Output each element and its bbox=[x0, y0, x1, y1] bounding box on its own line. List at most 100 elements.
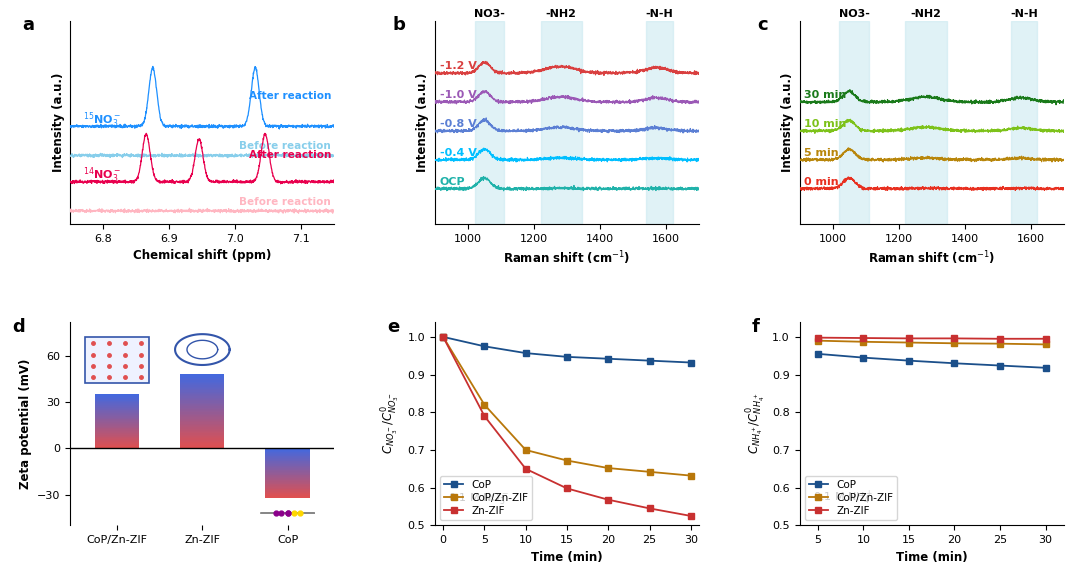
X-axis label: Raman shift (cm$^{-1}$): Raman shift (cm$^{-1}$) bbox=[503, 249, 631, 267]
Bar bbox=[180, 397, 225, 399]
Bar bbox=[180, 389, 225, 390]
Bar bbox=[180, 407, 225, 409]
Bar bbox=[180, 399, 225, 400]
Bar bbox=[95, 434, 139, 435]
Bar bbox=[180, 435, 225, 436]
Bar bbox=[95, 430, 139, 431]
Bar bbox=[180, 379, 225, 380]
Bar bbox=[95, 413, 139, 414]
Bar bbox=[95, 422, 139, 423]
Bar bbox=[95, 409, 139, 410]
Bar bbox=[266, 466, 310, 467]
Bar bbox=[474, 21, 504, 224]
Bar bbox=[266, 480, 310, 481]
Bar bbox=[95, 424, 139, 425]
Bar bbox=[266, 458, 310, 459]
Bar bbox=[266, 459, 310, 460]
Bar bbox=[95, 407, 139, 408]
Bar bbox=[180, 388, 225, 389]
Bar bbox=[95, 429, 139, 430]
Bar bbox=[180, 392, 225, 393]
Bar bbox=[180, 433, 225, 435]
Text: -N-H: -N-H bbox=[646, 8, 673, 19]
Bar bbox=[266, 454, 310, 455]
Bar bbox=[266, 470, 310, 471]
Bar bbox=[180, 387, 225, 388]
Bar bbox=[266, 467, 310, 468]
Text: 10 min: 10 min bbox=[805, 119, 847, 129]
CoP/Zn-ZIF bbox=[994, 340, 1007, 347]
Bar bbox=[266, 461, 310, 462]
Bar bbox=[266, 473, 310, 474]
CoP/Zn-ZIF bbox=[685, 472, 698, 479]
Bar bbox=[266, 485, 310, 486]
Bar bbox=[95, 445, 139, 446]
Bar bbox=[95, 408, 139, 409]
Bar bbox=[266, 456, 310, 457]
CoP bbox=[436, 333, 449, 340]
Bar bbox=[95, 406, 139, 407]
Text: -1.2 V: -1.2 V bbox=[440, 62, 476, 72]
Bar bbox=[95, 442, 139, 443]
Bar bbox=[95, 417, 139, 418]
Bar bbox=[95, 447, 139, 448]
Bar bbox=[180, 426, 225, 427]
Text: $^{15}$NO$_3^-$: $^{15}$NO$_3^-$ bbox=[83, 110, 122, 130]
CoP/Zn-ZIF bbox=[436, 333, 449, 340]
X-axis label: Time (min): Time (min) bbox=[531, 551, 603, 564]
Y-axis label: $C_{NO_3^-}/C^0_{NO_3^-}$: $C_{NO_3^-}/C^0_{NO_3^-}$ bbox=[379, 393, 402, 454]
Text: -NH2: -NH2 bbox=[545, 8, 577, 19]
Legend: CoP, CoP/Zn-ZIF, Zn-ZIF: CoP, CoP/Zn-ZIF, Zn-ZIF bbox=[440, 475, 532, 520]
Bar bbox=[180, 437, 225, 438]
Bar bbox=[180, 411, 225, 413]
CoP bbox=[994, 362, 1007, 369]
Bar bbox=[266, 450, 310, 451]
Bar bbox=[95, 411, 139, 412]
Text: f: f bbox=[752, 318, 760, 336]
Text: d: d bbox=[12, 318, 25, 336]
Bar bbox=[95, 416, 139, 417]
Bar bbox=[266, 468, 310, 469]
Zn-ZIF bbox=[643, 505, 656, 512]
Bar bbox=[95, 437, 139, 438]
Text: 30 min: 30 min bbox=[805, 90, 847, 100]
Bar bbox=[180, 395, 225, 396]
Zn-ZIF bbox=[1039, 335, 1052, 342]
Bar bbox=[95, 435, 139, 436]
CoP bbox=[519, 350, 532, 357]
Bar bbox=[266, 488, 310, 490]
CoP/Zn-ZIF bbox=[602, 464, 615, 471]
Bar bbox=[180, 424, 225, 425]
Bar bbox=[180, 423, 225, 424]
Bar bbox=[541, 21, 582, 224]
Text: -0.4 V: -0.4 V bbox=[440, 148, 476, 158]
CoP bbox=[856, 354, 869, 361]
Bar bbox=[180, 436, 225, 437]
Bar bbox=[266, 477, 310, 478]
Zn-ZIF bbox=[685, 512, 698, 519]
Bar bbox=[180, 390, 225, 392]
Bar bbox=[180, 385, 225, 387]
CoP bbox=[602, 355, 615, 362]
Bar bbox=[180, 431, 225, 432]
Bar bbox=[180, 420, 225, 421]
Bar bbox=[180, 409, 225, 410]
CoP bbox=[811, 350, 824, 357]
Zn-ZIF bbox=[811, 334, 824, 341]
Bar bbox=[180, 440, 225, 441]
Bar bbox=[95, 412, 139, 413]
Bar bbox=[180, 414, 225, 415]
Text: e: e bbox=[388, 318, 400, 336]
Zn-ZIF bbox=[436, 333, 449, 340]
Zn-ZIF bbox=[948, 335, 961, 342]
CoP/Zn-ZIF bbox=[811, 337, 824, 344]
Bar bbox=[266, 448, 310, 449]
Bar bbox=[180, 425, 225, 426]
Bar bbox=[95, 405, 139, 406]
Bar bbox=[180, 382, 225, 383]
Text: 0.1 M NO$_3^-$: 0.1 M NO$_3^-$ bbox=[448, 491, 509, 506]
CoP/Zn-ZIF bbox=[478, 402, 491, 409]
Bar bbox=[180, 417, 225, 419]
CoP bbox=[643, 357, 656, 364]
Text: After reaction: After reaction bbox=[248, 150, 332, 160]
